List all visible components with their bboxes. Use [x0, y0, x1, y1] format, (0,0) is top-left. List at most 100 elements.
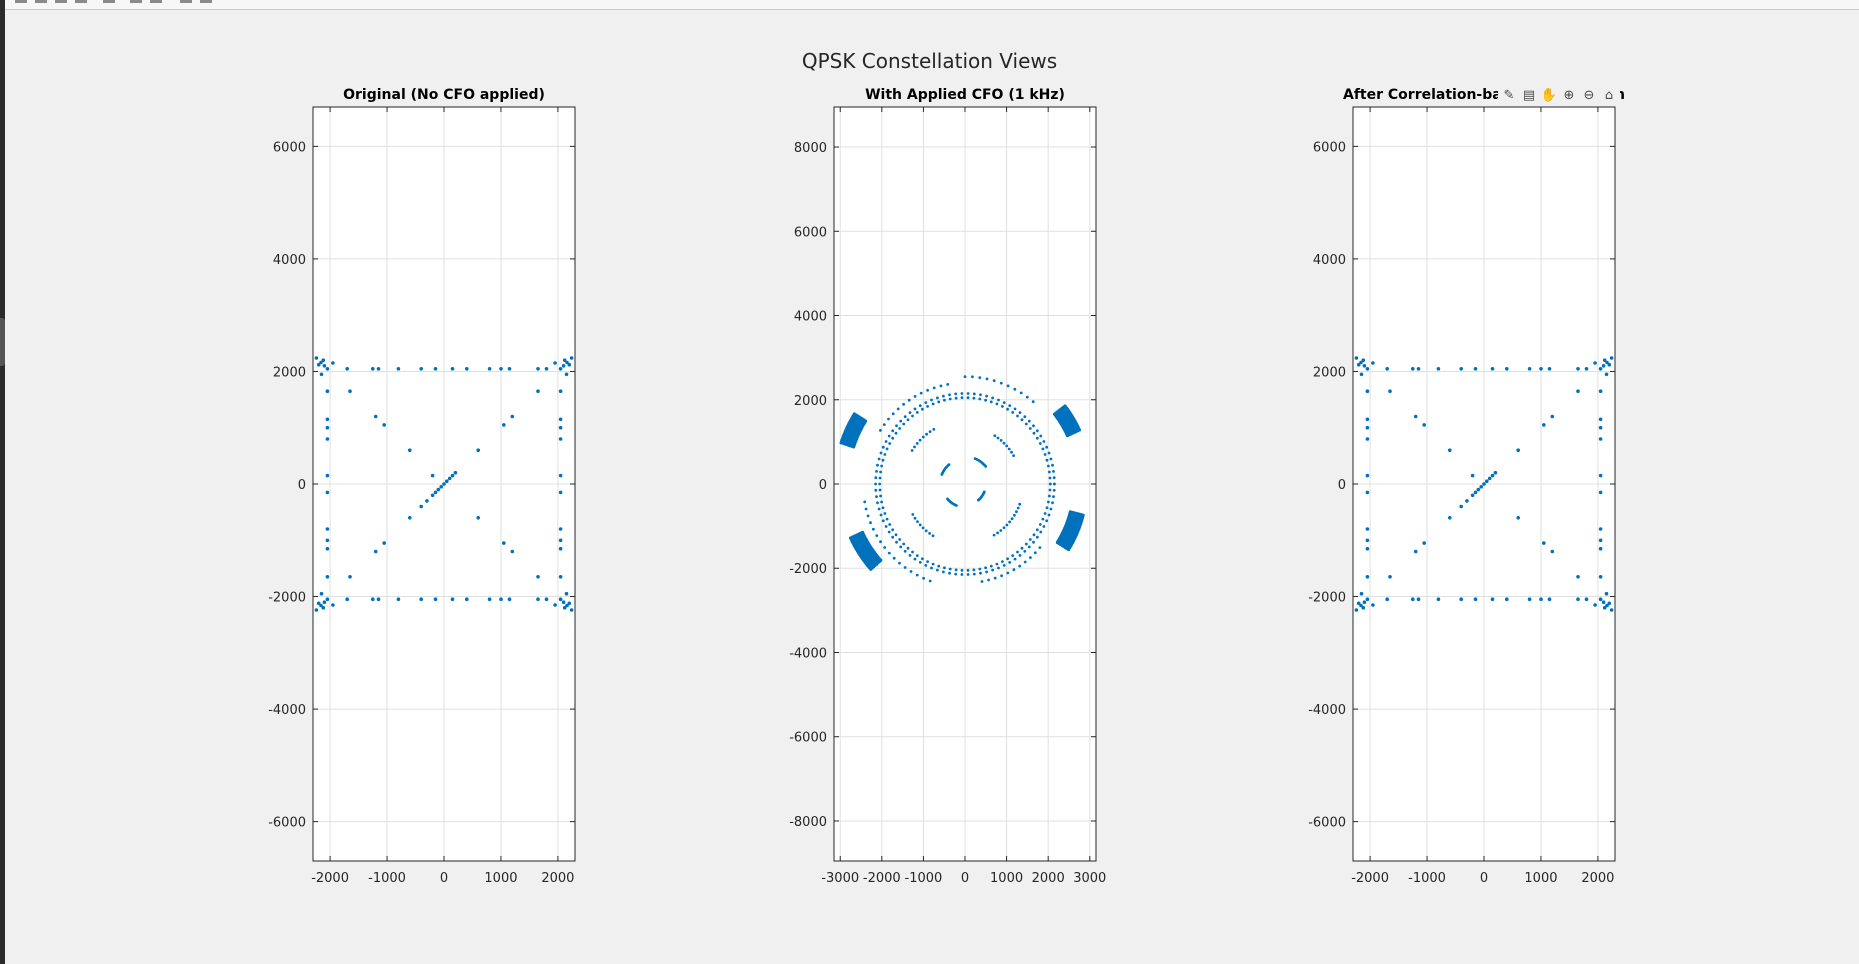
brush-icon[interactable]: ✎: [1503, 87, 1515, 103]
data-point: [322, 364, 327, 368]
data-point: [1005, 444, 1009, 448]
data-point: [553, 361, 557, 365]
toolbar-button[interactable]: [15, 0, 27, 3]
data-point: [928, 579, 932, 583]
data-point: [1043, 453, 1047, 456]
data-point: [558, 437, 563, 441]
toolbar-button[interactable]: [200, 0, 212, 3]
data-point: [1516, 448, 1520, 453]
data-point: [985, 377, 989, 381]
data-point: [1013, 407, 1017, 411]
data-point: [1018, 502, 1022, 506]
data-point: [1388, 575, 1392, 579]
x-tick-label: 1000: [990, 871, 1023, 886]
data-point: [1016, 506, 1020, 510]
data-point: [1516, 516, 1520, 520]
data-point: [1362, 364, 1367, 368]
pan-icon[interactable]: ✋: [1540, 87, 1558, 103]
data-point: [1008, 561, 1012, 564]
toolbar-button[interactable]: [75, 0, 87, 3]
data-point: [1505, 597, 1509, 601]
data-point: [476, 448, 481, 453]
data-point: [932, 386, 936, 390]
data-point: [1598, 425, 1603, 430]
data-point: [1039, 434, 1043, 438]
data-point: [966, 573, 970, 576]
data-point: [881, 519, 885, 523]
data-point: [1063, 404, 1067, 408]
y-tick-label: 6000: [273, 140, 306, 155]
data-point: [918, 561, 922, 564]
data-point: [940, 473, 944, 476]
data-point: [371, 367, 375, 371]
toolbar-button[interactable]: [130, 0, 142, 3]
data-point: [1008, 520, 1011, 524]
data-point: [911, 550, 914, 554]
data-point: [561, 364, 566, 368]
data-point: [1356, 362, 1361, 367]
data-point: [948, 567, 952, 571]
data-point: [877, 507, 881, 511]
data-point: [502, 541, 506, 545]
data-point: [544, 367, 549, 371]
toolbar-button[interactable]: [103, 0, 115, 3]
data-point: [894, 533, 898, 537]
axes-toolbar: ✎ ▤ ✋ ⊕ ⊖ ⌂: [1498, 84, 1620, 106]
data-point: [928, 430, 932, 433]
toolbar-button[interactable]: [180, 0, 192, 3]
data-point: [419, 597, 424, 601]
data-point: [1038, 442, 1042, 445]
zoom-out-icon[interactable]: ⊖: [1583, 87, 1595, 103]
data-point: [931, 562, 935, 566]
data-point: [892, 556, 896, 560]
data-point: [1473, 367, 1478, 371]
x-tick-label: -1000: [905, 871, 943, 886]
datatip-icon[interactable]: ▤: [1522, 87, 1536, 103]
home-icon[interactable]: ⌂: [1604, 87, 1614, 103]
y-tick-label: 2000: [273, 365, 306, 380]
data-point: [885, 517, 889, 521]
data-point: [1018, 564, 1022, 568]
toolbar-button[interactable]: [150, 0, 162, 3]
toolbar-button[interactable]: [35, 0, 47, 3]
data-point: [558, 417, 563, 422]
data-point: [1576, 367, 1580, 371]
toolbar-button[interactable]: [55, 0, 67, 3]
zoom-in-icon[interactable]: ⊕: [1563, 87, 1575, 103]
data-point: [1019, 391, 1023, 395]
data-point: [973, 457, 977, 460]
data-point: [1359, 603, 1363, 608]
data-point: [910, 449, 914, 452]
data-point: [1042, 525, 1046, 528]
x-tick-label: 2000: [1032, 871, 1065, 886]
x-tick-label: 3000: [1073, 871, 1106, 886]
data-point: [1598, 473, 1603, 478]
data-point: [1490, 367, 1495, 371]
data-point: [442, 482, 446, 486]
data-point: [569, 608, 574, 612]
data-point: [1411, 597, 1415, 601]
y-tick-label: 0: [819, 478, 827, 493]
data-point: [1371, 603, 1375, 607]
data-point: [1365, 473, 1370, 478]
data-point: [899, 545, 903, 549]
data-point: [1081, 513, 1085, 517]
data-point: [960, 396, 964, 400]
data-point: [567, 362, 572, 367]
data-point: [1598, 538, 1603, 543]
data-point: [1045, 458, 1049, 462]
data-point: [887, 417, 890, 421]
data-point: [536, 389, 540, 394]
data-point: [325, 597, 330, 601]
data-point: [881, 506, 885, 510]
data-point: [564, 591, 569, 596]
data-point: [1011, 554, 1015, 557]
data-point: [487, 597, 492, 601]
data-point: [1365, 597, 1370, 601]
data-point: [510, 414, 515, 419]
data-point: [903, 415, 907, 419]
data-point: [913, 395, 917, 398]
data-point: [1361, 606, 1366, 610]
data-point: [1365, 367, 1370, 371]
data-point: [877, 457, 881, 461]
